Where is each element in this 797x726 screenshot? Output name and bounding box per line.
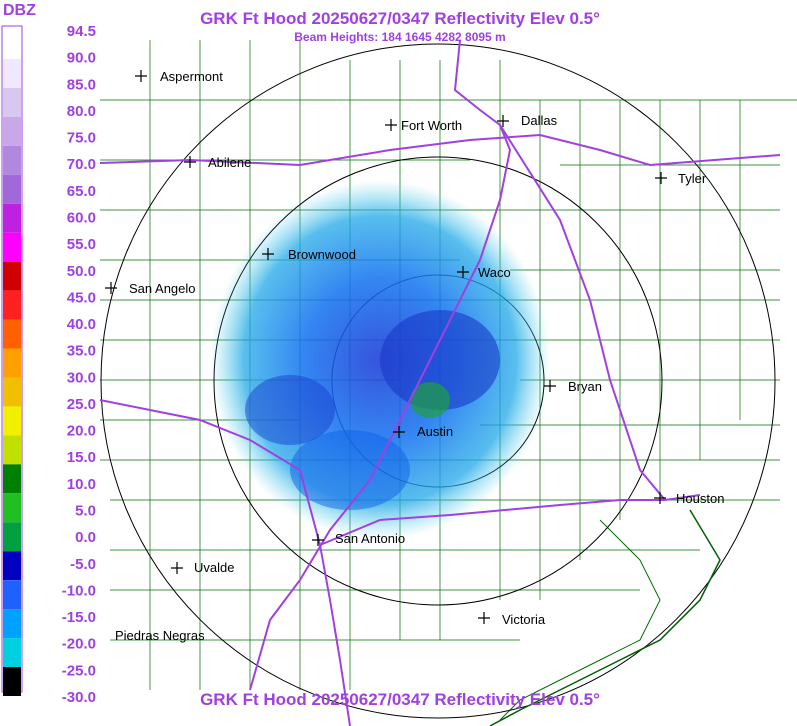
city-marker-icon [655,172,667,184]
city-marker-icon [393,426,405,438]
legend-label: 25.0 [67,396,96,413]
city-marker-icon [654,492,666,504]
legend-swatch [3,493,21,523]
legend-swatch [3,348,21,378]
dbz-color-legend: 94.5 90.0 85.0 80.0 75.0 70.0 65.0 60.0 55.0 50.0… [1,23,96,706]
city-marker-icon [457,266,469,278]
city-label: Victoria [502,612,546,627]
city-label: San Antonio [335,531,405,546]
legend-label: -10.0 [62,582,96,599]
legend-label: 45.0 [67,289,96,306]
legend-swatch [3,638,21,668]
legend-label: 55.0 [67,236,96,253]
city-marker-icon [105,282,117,294]
legend-label: 35.0 [67,343,96,360]
legend-swatch [3,406,21,436]
city-markers: Aspermont Fort Worth Dallas Abilene Tyler Bro… [105,69,724,643]
city-label: San Angelo [129,281,196,296]
city-label: Brownwood [288,247,356,262]
city-label: Fort Worth [401,118,462,133]
city-marker-icon [312,534,324,546]
city-marker-icon [544,380,556,392]
city-label: Uvalde [194,560,234,575]
product-title: GRK Ft Hood 20250627/0347 Reflectivity E… [200,9,600,28]
highways [99,39,781,726]
city-label: Waco [478,265,511,280]
legend-label: 5.0 [75,503,96,520]
legend-label: 0.0 [75,529,96,546]
city-label: Abilene [208,155,251,170]
legend-swatch [3,319,21,349]
legend-label: 40.0 [67,316,96,333]
legend-swatch [3,232,21,262]
city-marker-icon [184,156,196,168]
legend-label: 80.0 [67,103,96,120]
legend-swatch [3,203,21,233]
legend-label: 90.0 [67,50,96,67]
legend-label: 60.0 [67,209,96,226]
legend-label: 10.0 [67,476,96,493]
legend-swatch [3,551,21,581]
legend-label: 85.0 [67,76,96,93]
legend-label: -30.0 [62,689,96,706]
city-label: Bryan [568,379,602,394]
legend-label: 20.0 [67,423,96,440]
legend-label: 50.0 [67,263,96,280]
city-label: Dallas [521,113,558,128]
legend-label: -5.0 [70,556,96,573]
legend-label: 65.0 [67,183,96,200]
city-label: Tyler [678,171,707,186]
legend-unit-label: DBZ [3,2,36,19]
legend-label: 15.0 [67,449,96,466]
legend-label: -15.0 [62,609,96,626]
legend-label: -20.0 [62,636,96,653]
legend-swatch [3,435,21,465]
legend-label: 94.5 [67,23,96,40]
city-label: Piedras Negras [115,628,205,643]
legend-swatch [3,377,21,407]
legend-swatch [3,261,21,291]
legend-swatch [3,174,21,204]
legend-swatch [3,464,21,494]
city-marker-icon [171,562,183,574]
city-marker-icon [135,70,147,82]
legend-swatch [3,522,21,552]
legend-label: -25.0 [62,662,96,679]
city-marker-icon [497,115,509,127]
beam-heights-subtitle: Beam Heights: 184 1645 4282 8095 m [294,30,506,44]
city-label: Houston [676,491,724,506]
legend-swatch [3,30,21,59]
legend-swatch [3,290,21,320]
city-marker-icon [385,119,397,131]
product-title-footer: GRK Ft Hood 20250627/0347 Reflectivity E… [200,690,600,709]
legend-swatch [3,116,21,146]
legend-label: 30.0 [67,369,96,386]
legend-swatch [3,609,21,639]
legend-swatch [3,58,21,88]
legend-label: 70.0 [67,156,96,173]
city-label: Austin [417,424,453,439]
legend-swatch [3,667,21,696]
city-marker-icon [262,248,274,260]
coastline [489,509,721,726]
city-label: Aspermont [160,69,223,84]
legend-swatch [3,580,21,610]
legend-swatch [3,145,21,175]
legend-swatch [3,87,21,117]
city-marker-icon [478,612,490,624]
legend-label: 75.0 [67,130,96,147]
reflectivity-echoes [210,180,550,540]
